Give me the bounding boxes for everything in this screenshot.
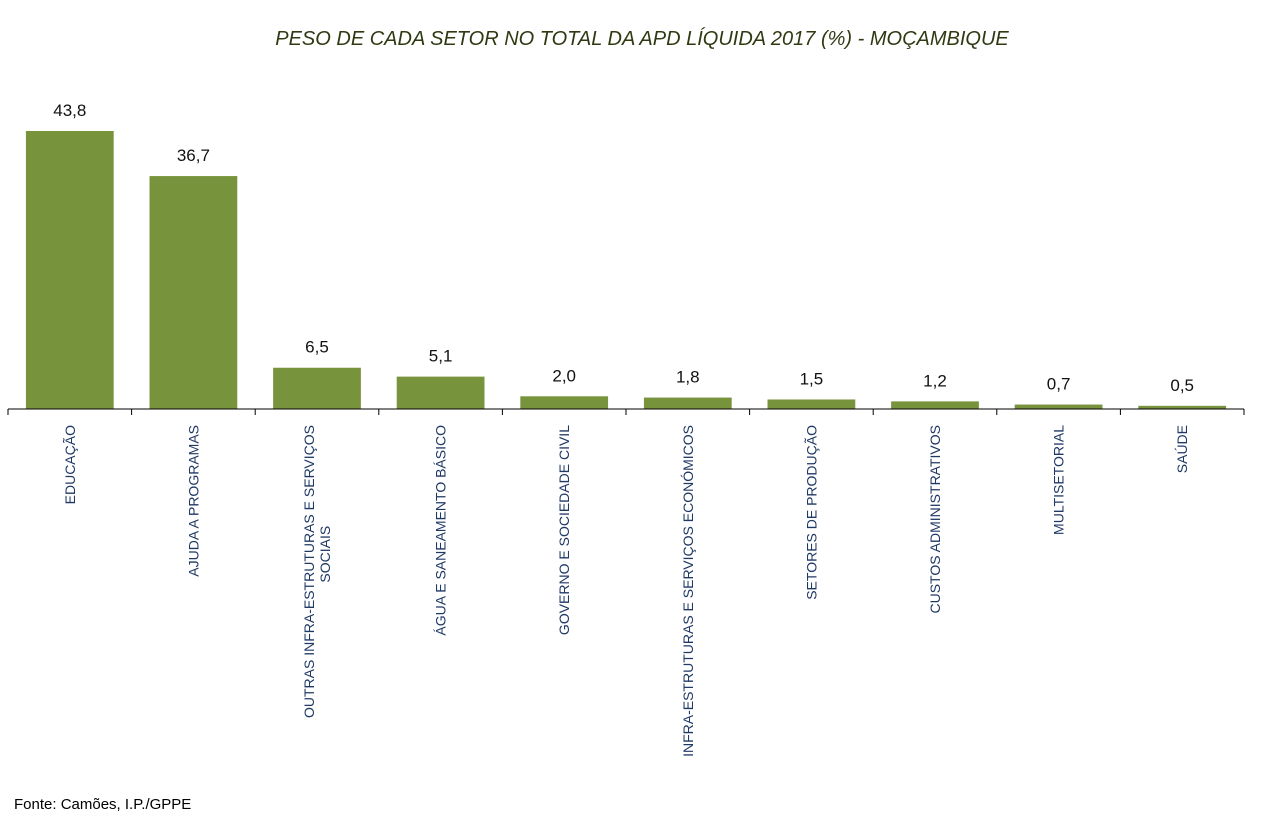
bar [25, 131, 114, 409]
data-label: 0,5 [1170, 376, 1194, 395]
x-axis-ticks [7, 409, 1245, 415]
category-label: MULTISETORIAL [1051, 425, 1067, 535]
data-label: 0,7 [1047, 375, 1071, 394]
bar [643, 397, 732, 409]
bar [1138, 405, 1227, 409]
bar [149, 176, 238, 409]
category-labels-group: EDUCAÇÃO AJUDA A PROGRAMAS OUTRAS INFRA-ES… [62, 425, 1190, 757]
category-label: INFRA-ESTRUTURAS E SERVIÇOS ECONÓMICOS [680, 425, 696, 757]
bar [273, 367, 361, 409]
data-label: 1,8 [676, 368, 700, 387]
chart-title: PESO DE CADA SETOR NO TOTAL DA APD LÍQUI… [275, 28, 1009, 50]
bar [520, 396, 609, 409]
category-label-line: AJUDA A PROGRAMAS [185, 425, 201, 577]
data-label: 1,2 [923, 371, 947, 390]
bars-group [25, 131, 1227, 409]
category-label-line: GOVERNO E SOCIEDADE CIVIL [556, 425, 572, 635]
value-labels-group: 43,8 36,7 6,5 5,1 2,0 1,8 1,5 1,2 0,7 0,5 [53, 101, 1194, 395]
category-label: ÁGUA E SANEAMENTO BÁSICO [433, 425, 449, 636]
category-label-line: INFRA-ESTRUTURAS E SERVIÇOS ECONÓMICOS [680, 425, 696, 757]
category-label-line: ÁGUA E SANEAMENTO BÁSICO [433, 425, 449, 636]
data-label: 6,5 [305, 338, 329, 357]
category-label: GOVERNO E SOCIEDADE CIVIL [556, 425, 572, 635]
bar [891, 401, 979, 409]
category-label: SETORES DE PRODUÇÃO [803, 425, 819, 600]
category-label-line: CUSTOS ADMINISTRATIVOS [927, 425, 943, 614]
category-label-line: EDUCAÇÃO [62, 425, 78, 504]
bar [767, 399, 856, 409]
category-label: CUSTOS ADMINISTRATIVOS [927, 425, 943, 614]
category-label-line: OUTRAS INFRA-ESTRUTURAS E SERVIÇOS [301, 425, 317, 718]
category-label: EDUCAÇÃO [62, 425, 78, 504]
data-label: 5,1 [429, 347, 453, 366]
category-label: SAÚDE [1174, 425, 1190, 473]
category-label-line: SOCIAIS [317, 526, 333, 583]
source-note: Fonte: Camões, I.P./GPPE [14, 796, 192, 813]
data-label: 2,0 [552, 366, 576, 385]
data-label: 1,5 [800, 369, 824, 388]
bar [396, 376, 485, 409]
data-label: 36,7 [177, 146, 210, 165]
category-label: OUTRAS INFRA-ESTRUTURAS E SERVIÇOS SOCIAI… [301, 425, 333, 718]
category-label-line: SAÚDE [1174, 425, 1190, 473]
data-label: 43,8 [53, 101, 86, 120]
category-label: AJUDA A PROGRAMAS [185, 425, 201, 577]
category-label-line: SETORES DE PRODUÇÃO [803, 425, 819, 600]
bar [1014, 404, 1103, 409]
category-label-line: MULTISETORIAL [1051, 425, 1067, 535]
